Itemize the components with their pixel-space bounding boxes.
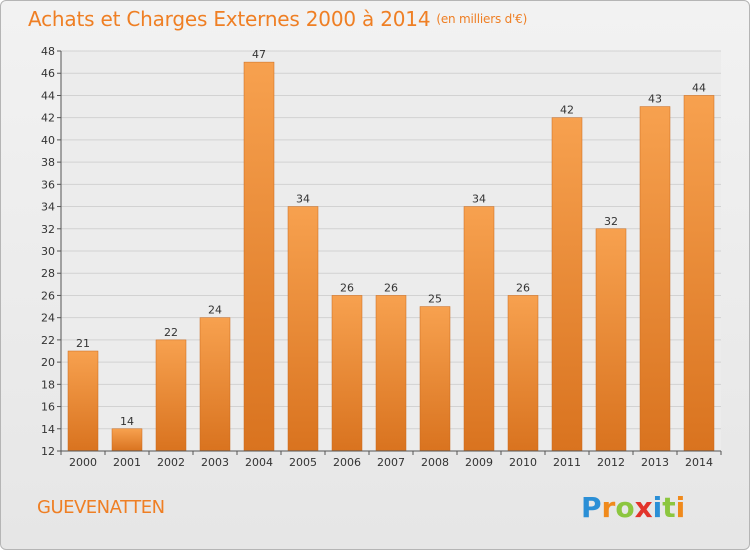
y-tick-label: 12 [41,445,55,458]
y-tick-label: 14 [41,423,55,436]
y-tick-label: 48 [41,45,55,58]
bar-2014 [683,95,715,452]
y-tick-label: 40 [41,134,55,147]
y-tick-label: 34 [41,201,55,214]
bar-2011 [551,117,583,452]
y-tick-label: 42 [41,112,55,125]
y-tick-label: 30 [41,245,55,258]
bar-2006 [331,295,363,452]
bars [67,61,715,452]
bar-2002 [155,339,187,452]
x-tick-label-2001: 2001 [113,456,141,469]
x-tick-label-2012: 2012 [597,456,625,469]
y-tick-label: 24 [41,312,55,325]
value-label-2002: 22 [164,326,178,339]
bar-2013 [639,106,671,452]
bar-2008 [419,306,451,452]
y-tick-label: 32 [41,223,55,236]
value-label-2001: 14 [120,415,134,428]
x-tick-label-2004: 2004 [245,456,273,469]
x-tick-label-2013: 2013 [641,456,669,469]
y-tick-label: 28 [41,267,55,280]
value-labels: 21 14 22 24 47 34 26 26 25 34 26 42 32 43 44 [76,48,706,428]
x-tick-label-2006: 2006 [333,456,361,469]
bar-2005 [287,206,319,452]
x-tick-label-2008: 2008 [421,456,449,469]
value-label-2012: 32 [604,215,618,228]
bar-2012 [595,228,627,452]
bar-2009 [463,206,495,452]
x-tick-label-2011: 2011 [553,456,581,469]
chart-subtitle: (en milliers d'€) [436,12,528,26]
y-tick-label: 20 [41,356,55,369]
y-tick-label: 46 [41,67,55,80]
x-tick-label-2003: 2003 [201,456,229,469]
y-tick-label: 16 [41,401,55,414]
y-tick-label: 22 [41,334,55,347]
bar-2000 [67,350,99,452]
y-tick-label: 18 [41,378,55,391]
value-label-2004: 47 [252,48,266,61]
value-label-2013: 43 [648,93,662,106]
chart-title-text: Achats et Charges Externes 2000 à 2014 [28,7,431,31]
value-label-2011: 42 [560,104,574,117]
value-label-2003: 24 [208,304,222,317]
value-label-2009: 34 [472,193,486,206]
value-label-2007: 26 [384,281,398,294]
commune-name: GUEVENATTEN [37,497,165,518]
value-label-2014: 44 [692,81,706,94]
chart-title: Achats et Charges Externes 2000 à 2014 (e… [28,7,527,31]
bar-2010 [507,295,539,452]
value-label-2010: 26 [516,281,530,294]
value-label-2008: 25 [428,293,442,306]
y-tick-label: 36 [41,178,55,191]
x-tick-label-2000: 2000 [69,456,97,469]
x-tick-label-2007: 2007 [377,456,405,469]
proxiti-logo: Proxiti [581,491,685,524]
svg-text:Proxiti: Proxiti [581,491,685,524]
y-tick-label: 44 [41,89,55,102]
axes: 12 14 16 18 20 22 24 26 28 30 32 34 36 38 40 42 44 46 48 20… [41,45,722,469]
x-tick-label-2005: 2005 [289,456,317,469]
value-label-2000: 21 [76,337,90,350]
x-tick-label-2010: 2010 [509,456,537,469]
y-tick-label: 26 [41,289,55,302]
bar-2001 [111,428,143,452]
value-label-2005: 34 [296,193,310,206]
x-tick-label-2002: 2002 [157,456,185,469]
x-tick-label-2009: 2009 [465,456,493,469]
y-tick-label: 38 [41,156,55,169]
bar-2003 [199,317,231,452]
bar-2007 [375,295,407,452]
value-label-2006: 26 [340,281,354,294]
x-tick-label-2014: 2014 [685,456,713,469]
bar-2004 [243,61,275,452]
